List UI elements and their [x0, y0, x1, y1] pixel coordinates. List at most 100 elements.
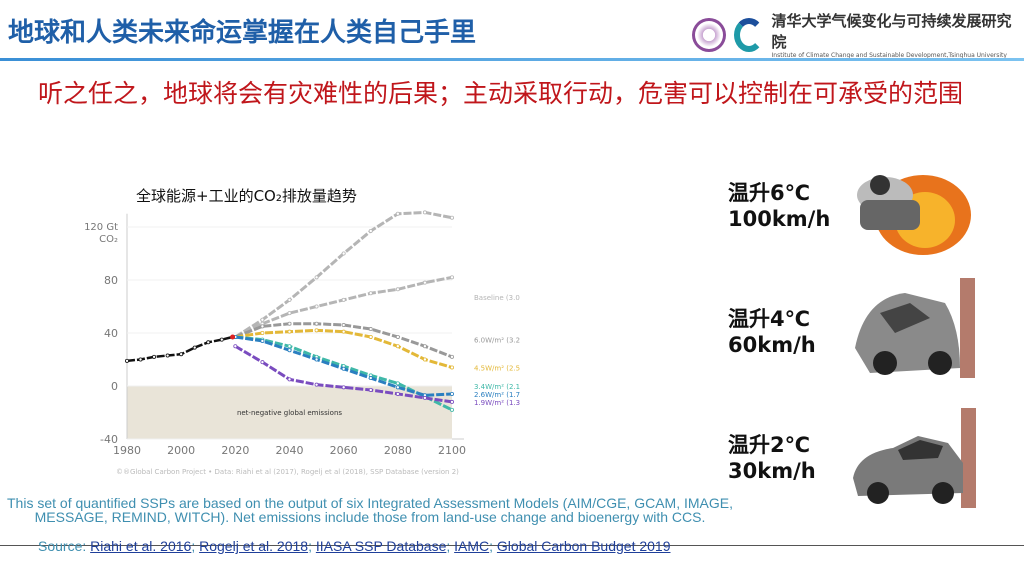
- series-line: [234, 275, 453, 339]
- series-line: [234, 344, 453, 404]
- data-point: [260, 317, 265, 322]
- y-tick-label: 0: [111, 380, 118, 393]
- slide-subtitle: 听之任之，地球将会有灾难性的后果；主动采取行动，危害可以控制在可承受的范围: [38, 79, 964, 108]
- source-link[interactable]: Rogelj et al. 2018: [199, 538, 309, 554]
- source-link[interactable]: IIASA SSP Database: [315, 538, 447, 554]
- source-line: Source: Riahi et al. 2016; Rogelj et al.…: [38, 538, 671, 554]
- data-point: [368, 327, 373, 332]
- data-point: [449, 365, 454, 370]
- series-line: [234, 210, 453, 339]
- legend-label: Baseline (3.0–5.1°C): [474, 294, 520, 302]
- y-tick-label: 40: [104, 327, 118, 340]
- data-point: [219, 337, 224, 342]
- data-point: [287, 329, 292, 334]
- data-point: [260, 324, 265, 329]
- data-point: [287, 321, 292, 326]
- car-label-6c: 温升6℃ 100km/h: [728, 181, 831, 231]
- data-point: [314, 304, 319, 309]
- legend-label: 2.6W/m² (1.7–1.8°C): [474, 391, 520, 399]
- x-tick-label: 2020: [221, 444, 249, 457]
- data-point: [260, 360, 265, 365]
- data-point: [125, 358, 130, 363]
- data-point: [422, 357, 427, 362]
- data-point: [449, 354, 454, 359]
- data-point: [314, 275, 319, 280]
- car-label-2c: 温升2℃ 30km/h: [728, 433, 816, 483]
- data-point: [287, 311, 292, 316]
- legend-label: 1.9W/m² (1.3–1.4°C): [474, 399, 520, 407]
- data-point: [287, 348, 292, 353]
- data-point: [395, 381, 400, 386]
- data-point: [368, 376, 373, 381]
- data-point: [422, 280, 427, 285]
- x-tick-label: 2000: [167, 444, 195, 457]
- data-point: [206, 340, 211, 345]
- institute-c-logo-icon: [733, 17, 764, 52]
- data-point: [368, 334, 373, 339]
- source-divider: [0, 545, 1024, 546]
- historical-line: [126, 335, 233, 363]
- y-tick-label: -40: [100, 433, 118, 446]
- data-point: [395, 385, 400, 390]
- data-point: [422, 395, 427, 400]
- data-point: [341, 329, 346, 334]
- data-point: [368, 387, 373, 392]
- data-point: [449, 407, 454, 412]
- data-point: [395, 391, 400, 396]
- y-tick-label: 80: [104, 274, 118, 287]
- crashed-car-2c-image: [853, 408, 976, 508]
- legend-label: 4.5W/m² (2.5–2.7°C): [474, 364, 520, 372]
- data-point: [192, 345, 197, 350]
- org-name-en: Institute of Climate Change and Sustaina…: [771, 52, 1007, 59]
- tsinghua-seal-icon: [692, 17, 726, 52]
- x-tick-label: 2080: [384, 444, 412, 457]
- x-tick-label: 2060: [330, 444, 358, 457]
- y-tick-label: 120 Gt: [84, 222, 118, 233]
- x-tick-label: 2040: [276, 444, 304, 457]
- data-point: [287, 297, 292, 302]
- data-point: [152, 354, 157, 359]
- annotation: net-negative global emissions: [237, 409, 342, 417]
- legend-label: 3.4W/m² (2.1–2.3°C): [474, 383, 520, 391]
- source-link[interactable]: Global Carbon Budget 2019: [496, 538, 671, 554]
- data-point: [314, 328, 319, 333]
- series-line: [235, 328, 453, 369]
- data-point: [341, 251, 346, 256]
- data-point: [314, 382, 319, 387]
- slide-title: 地球和人类未来命运掌握在人类自己手里: [8, 18, 477, 48]
- data-point: [449, 399, 454, 404]
- car-label-4c: 温升4℃ 60km/h: [728, 307, 816, 357]
- data-point: [368, 228, 373, 233]
- header-divider: [0, 58, 1024, 61]
- data-point: [395, 334, 400, 339]
- data-point: [260, 338, 265, 343]
- data-point: [341, 385, 346, 390]
- crashed-car-4c-image: [855, 278, 975, 378]
- data-point: [368, 291, 373, 296]
- data-point: [233, 344, 238, 349]
- institute-logo: 清华大学气候变化与可持续发展研究院 Institute of Climate Ch…: [692, 10, 1024, 59]
- data-point: [341, 297, 346, 302]
- data-point: [449, 275, 454, 280]
- source-link[interactable]: IAMC: [454, 538, 490, 554]
- x-tick-label: 1980: [113, 444, 141, 457]
- data-point: [449, 215, 454, 220]
- data-point: [260, 330, 265, 335]
- x-tick-label: 2100: [438, 444, 466, 457]
- source-link[interactable]: Riahi et al. 2016: [90, 538, 192, 554]
- data-point: [422, 344, 427, 349]
- y-tick-label: CO₂: [99, 234, 118, 245]
- chart-title: 全球能源+工业的CO₂排放量趋势: [136, 187, 357, 205]
- chart-credit: ©®Global Carbon Project • Data: Riahi et…: [116, 468, 459, 476]
- data-point: [341, 323, 346, 328]
- data-point: [449, 391, 454, 396]
- data-point: [179, 352, 184, 357]
- data-point: [395, 287, 400, 292]
- data-point: [314, 357, 319, 362]
- current-point: [230, 334, 236, 340]
- data-point: [287, 344, 292, 349]
- data-point: [138, 357, 143, 362]
- data-point: [165, 353, 170, 358]
- legend-label: 6.0W/m² (3.2–3.3°C): [474, 337, 520, 345]
